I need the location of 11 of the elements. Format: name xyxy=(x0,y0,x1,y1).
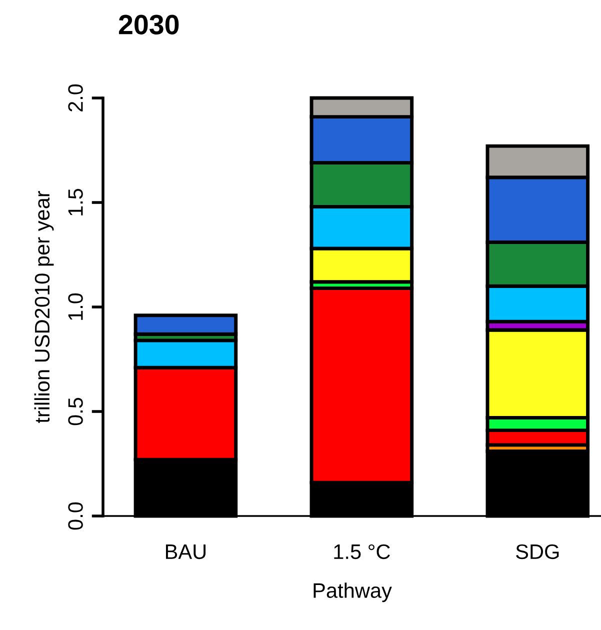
y-tick-label: 1.5 xyxy=(68,188,83,216)
y-tick-label: 2.0 xyxy=(68,84,83,112)
x-tick-label: 1.5 °C xyxy=(334,544,390,560)
y-tick-label: 1.0 xyxy=(68,293,83,320)
x-tick-label: BAU xyxy=(166,544,206,560)
y-tick-label: 0.5 xyxy=(68,398,83,426)
y-axis-title: trillion USD2010 per year xyxy=(34,190,54,424)
y-tick-label: 0.0 xyxy=(68,502,83,530)
x-tick-label: SDG xyxy=(516,544,559,560)
chart-title: 2030 xyxy=(118,14,179,34)
x-axis-title: Pathway xyxy=(314,582,392,602)
